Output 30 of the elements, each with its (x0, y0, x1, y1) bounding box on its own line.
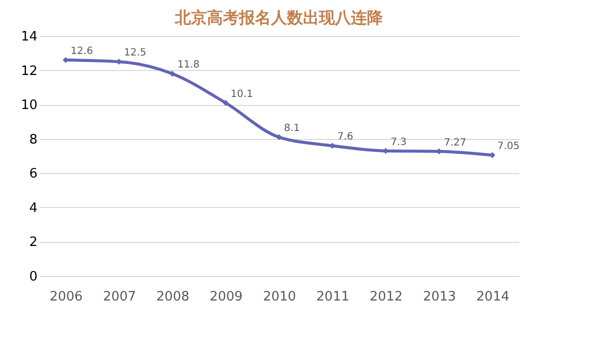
y-tick-label: 14 (20, 30, 38, 44)
y-tick-label: 10 (20, 98, 38, 114)
x-tick-label: 2008 (156, 290, 190, 304)
data-label: 11.8 (177, 60, 200, 71)
x-tick-label: 2011 (316, 290, 350, 304)
point (169, 70, 176, 77)
data-label: 7.6 (337, 132, 354, 143)
data-label: 12.5 (124, 48, 146, 59)
x-tick-label: 2006 (50, 290, 83, 304)
x-tick-label: 2012 (370, 290, 403, 304)
x-tick-label: 2009 (210, 290, 243, 304)
x-tick-label: 2007 (102, 290, 136, 304)
y-tick-label: 2 (29, 235, 38, 250)
y-tick-label: 12 (20, 64, 38, 79)
x-tick-label: 2010 (262, 290, 296, 304)
y-tick-label: 0 (29, 270, 38, 284)
chart-title: 北京高考报名人数出现八连降 (174, 8, 384, 27)
point (276, 134, 282, 140)
data-label: 10.1 (230, 88, 253, 100)
x-tick-label: 2013 (422, 290, 456, 304)
data-label: 7.3 (390, 136, 407, 148)
y-tick-label: 6 (29, 166, 38, 182)
y-tick-label: 4 (29, 200, 38, 216)
data-label: 12.6 (70, 46, 93, 57)
data-label: 8.1 (284, 123, 300, 134)
x-tick-label: 2014 (476, 290, 510, 304)
data-label: 7.05 (497, 141, 520, 152)
data-label: 7.27 (444, 137, 466, 148)
y-tick-label: 8 (29, 132, 38, 148)
point (222, 100, 229, 106)
